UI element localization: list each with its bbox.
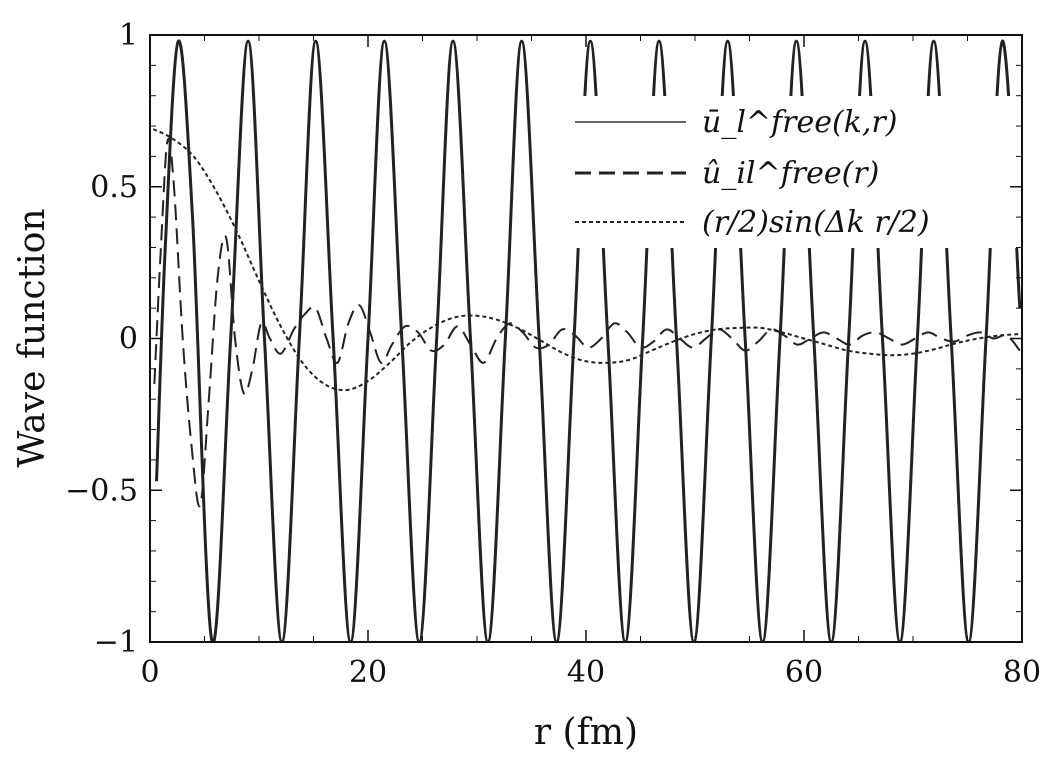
- x-tick-label: 40: [567, 655, 605, 690]
- x-axis-title: r (fm): [534, 712, 638, 753]
- x-tick-label: 20: [349, 655, 387, 690]
- series-line-2: [152, 128, 1022, 392]
- x-tick-label: 80: [1003, 655, 1041, 690]
- series-line-1: [153, 138, 1021, 508]
- x-tick-label: 0: [140, 655, 159, 690]
- y-tick-label: −0.5: [65, 473, 138, 508]
- x-tick-label: 60: [785, 655, 823, 690]
- ticks-layer: 0 20 40 60 80 −1 −0.5 0 0.5 1: [65, 18, 1041, 690]
- y-tick-label: 1: [119, 18, 138, 53]
- y-tick-label: 0: [119, 322, 138, 357]
- y-tick-label: 0.5: [90, 170, 138, 205]
- legend-label-1: û_il^free(r): [702, 156, 879, 191]
- y-tick-label: −1: [94, 625, 138, 660]
- legend: ū_l^free(k,r) û_il^free(r) (r/2)sin(Δk r/2…: [575, 105, 930, 240]
- legend-label-0: ū_l^free(k,r): [702, 105, 897, 140]
- y-axis-title: Wave function: [12, 208, 53, 467]
- legend-label-2: (r/2)sin(Δk r/2): [702, 205, 930, 240]
